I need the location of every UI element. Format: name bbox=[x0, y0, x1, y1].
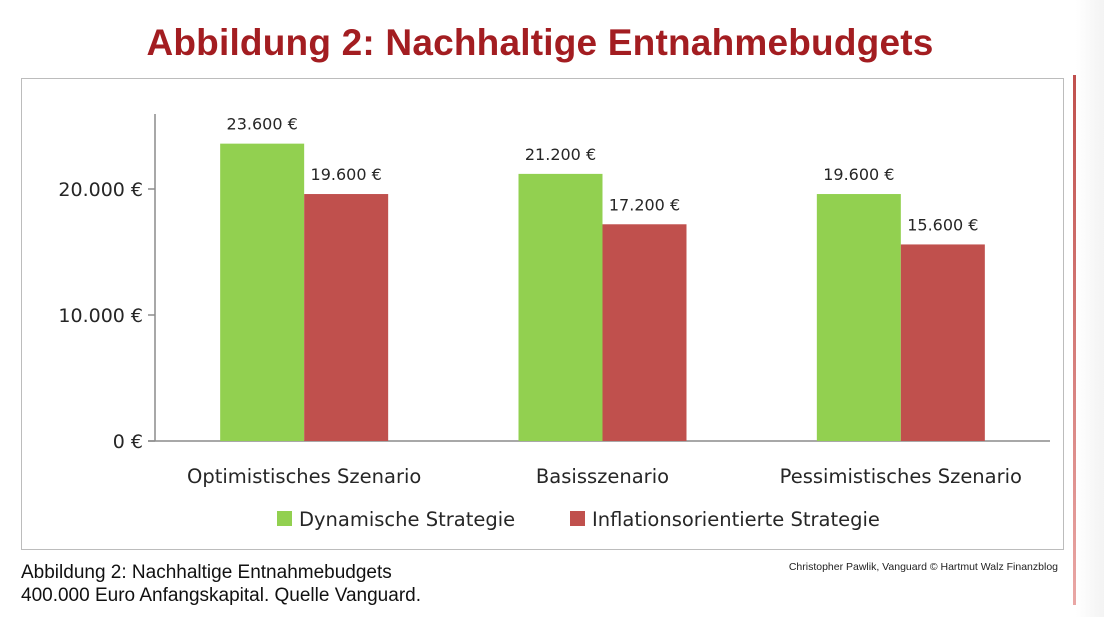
credit-text: Christopher Pawlik, Vanguard © Hartmut W… bbox=[788, 561, 1058, 573]
data-label: 19.600 € bbox=[311, 165, 382, 184]
legend-swatch-dynamic bbox=[277, 511, 292, 526]
bar-dynamic bbox=[816, 194, 901, 441]
legend-label: Dynamische Strategie bbox=[299, 508, 515, 531]
legend-label: Inflationsorientierte Strategie bbox=[592, 508, 880, 531]
data-label: 19.600 € bbox=[823, 165, 894, 184]
chart-frame: 0 € 10.000 € 20.000 € 23.600 € 19.600 € Optim… bbox=[21, 78, 1064, 550]
bar-inflation bbox=[900, 244, 985, 441]
data-label: 23.600 € bbox=[227, 115, 298, 134]
data-label: 15.600 € bbox=[907, 215, 978, 234]
bar-inflation bbox=[304, 194, 389, 441]
caption-line-source: 400.000 Euro Anfangskapital. Quelle Vang… bbox=[21, 585, 421, 606]
legend-swatch-inflation bbox=[570, 511, 585, 526]
y-tick-label: 0 € bbox=[113, 431, 143, 453]
slide-title: Abbildung 2: Nachhaltige Entnahmebudgets bbox=[146, 22, 934, 63]
slide-right-border bbox=[1073, 75, 1076, 605]
bar-chart: 0 € 10.000 € 20.000 € 23.600 € 19.600 € Optim… bbox=[58, 114, 1050, 531]
data-label: 21.200 € bbox=[525, 145, 596, 164]
y-tick-label: 20.000 € bbox=[58, 179, 143, 201]
caption-line-title: Abbildung 2: Nachhaltige Entnahmebudgets bbox=[21, 562, 392, 583]
bar-dynamic bbox=[220, 143, 305, 441]
slide-right-shade bbox=[1076, 0, 1104, 617]
figure-caption: Abbildung 2: Nachhaltige Entnahmebudgets… bbox=[21, 561, 421, 607]
data-label: 17.200 € bbox=[609, 195, 680, 214]
category-label: Basisszenario bbox=[536, 465, 669, 488]
y-tick-label: 10.000 € bbox=[58, 305, 143, 327]
category-label: Pessimistisches Szenario bbox=[780, 465, 1022, 488]
category-label: Optimistisches Szenario bbox=[187, 465, 421, 488]
bar-inflation bbox=[602, 224, 687, 441]
bar-dynamic bbox=[518, 173, 603, 441]
